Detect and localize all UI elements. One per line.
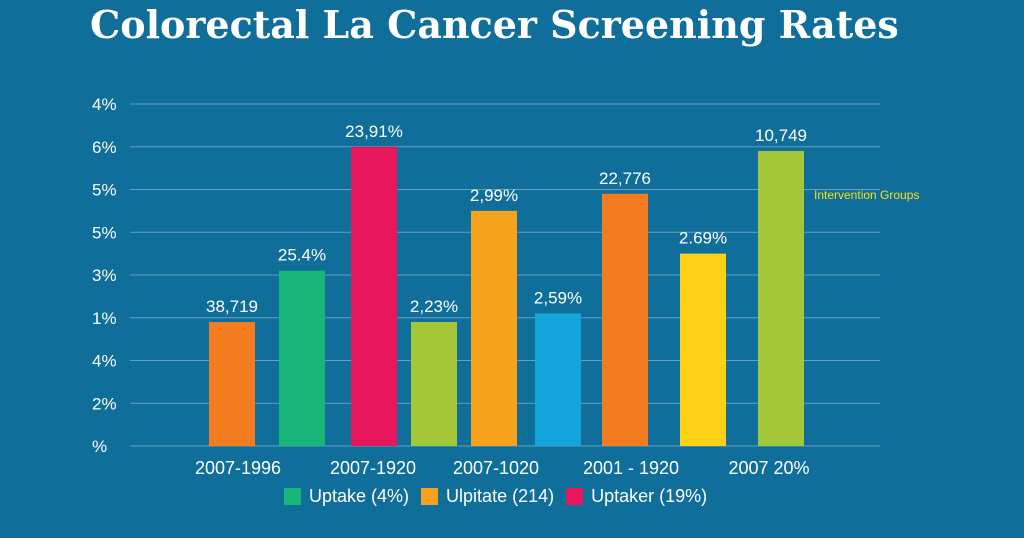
- bar: [411, 322, 457, 446]
- annotation: Intervention Groups: [814, 188, 919, 202]
- bar: [602, 193, 648, 446]
- legend-swatch: [566, 488, 584, 505]
- x-tick-label: 2007-1920: [330, 458, 416, 478]
- y-tick-label: 4%: [92, 352, 117, 371]
- bar: [758, 151, 804, 446]
- legend-item-uptake: Uptake (4%): [284, 486, 409, 507]
- y-tick-label: 3%: [92, 266, 117, 285]
- data-label: 38,719: [206, 297, 258, 316]
- bar: [279, 270, 325, 446]
- data-label: 22,776: [599, 169, 651, 188]
- legend-swatch: [284, 488, 301, 505]
- y-tick-label: 6%: [92, 138, 117, 157]
- legend-item-uptaker: Uptaker (19%): [566, 486, 707, 507]
- bar: [680, 253, 726, 446]
- data-label: 2,99%: [470, 186, 518, 205]
- bar-layer: [209, 146, 804, 446]
- x-tick-label: 2001 - 1920: [583, 458, 679, 478]
- legend: Uptake (4%) Ulpitate (214) Uptaker (19%): [284, 486, 719, 507]
- legend-swatch: [421, 488, 439, 505]
- bar: [471, 210, 517, 446]
- label-layer: % 2% 4% 1% 3% 5% 5% 6% 4% 2007-1996 2007-1920 2007-…: [92, 95, 919, 478]
- data-label: 23,91%: [345, 122, 403, 141]
- x-tick-label: 2007 20%: [728, 458, 809, 478]
- bar: [209, 322, 255, 446]
- data-label: 10,749: [755, 126, 807, 145]
- legend-label: Uptaker (19%): [591, 486, 708, 506]
- bar: [535, 313, 581, 446]
- data-label: 25.4%: [278, 246, 326, 265]
- legend-label: Uptake (4%): [309, 486, 410, 506]
- x-tick-label: 2007-1996: [195, 458, 281, 478]
- bar: [351, 146, 397, 446]
- y-tick-label: 2%: [92, 394, 117, 413]
- data-label: 2.69%: [679, 229, 727, 248]
- data-label: 2,23%: [410, 297, 458, 316]
- y-tick-label: 5%: [92, 223, 117, 242]
- y-tick-label: 4%: [92, 95, 117, 114]
- legend-item-ulpitate: Ulpitate (214): [421, 486, 554, 507]
- data-label: 2,59%: [534, 288, 582, 307]
- x-tick-label: 2007-1020: [453, 458, 539, 478]
- chart-title: Colorectal La Cancer Screening Rates: [90, 2, 899, 47]
- legend-label: Ulpitate (214): [446, 486, 555, 506]
- y-tick-label: 5%: [92, 181, 117, 200]
- y-tick-label: %: [92, 437, 107, 456]
- y-tick-label: 1%: [92, 309, 117, 328]
